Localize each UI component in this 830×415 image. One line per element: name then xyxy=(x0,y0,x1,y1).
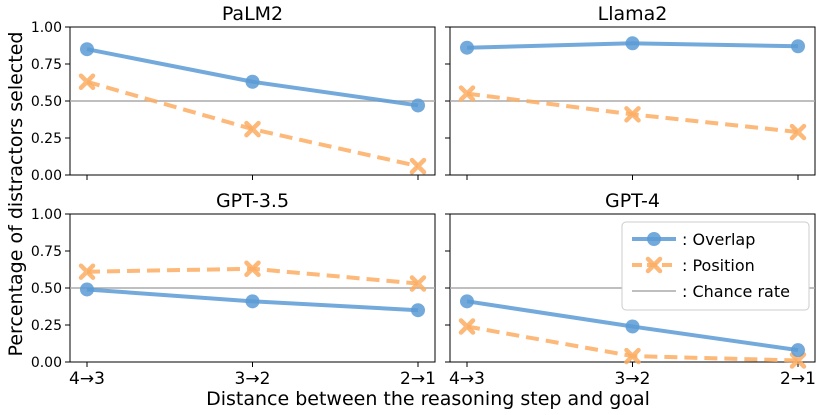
x-axis-label: Distance between the reasoning step and … xyxy=(206,388,650,410)
x-tick-label: 2→1 xyxy=(400,369,436,389)
legend-box xyxy=(621,221,810,311)
y-tick-label: 0.75 xyxy=(31,244,62,260)
legend-overlap-marker xyxy=(647,232,661,246)
position-point xyxy=(458,85,476,102)
y-tick-label: 0.25 xyxy=(31,131,62,147)
position-point xyxy=(624,347,641,365)
panel-gpt-3-5: GPT-3.5 0.00 0.25 0.50 0.75 1.00 4→3 3→2 2→1 xyxy=(31,190,436,389)
y-tick-label: 0.00 xyxy=(31,168,62,184)
x-tick-label: 4→3 xyxy=(69,369,105,389)
overlap-point xyxy=(625,36,640,51)
y-tick-label: 1.00 xyxy=(31,207,62,223)
y-tick-label: 0.75 xyxy=(31,57,62,73)
panel-title: PaLM2 xyxy=(222,3,283,25)
overlap-point xyxy=(791,39,805,54)
x-tick-label: 2→1 xyxy=(780,369,816,389)
overlap-point xyxy=(460,294,474,309)
x-tick-label: 4→3 xyxy=(449,369,485,389)
position-point xyxy=(78,73,96,91)
panel-llama2: Llama2 xyxy=(445,3,816,180)
y-tick-label: 0.50 xyxy=(31,281,62,297)
position-point xyxy=(244,120,261,138)
legend-label-position: : Position xyxy=(682,256,755,275)
overlap-point xyxy=(411,303,425,318)
overlap-point xyxy=(245,74,260,89)
legend: : Overlap : Position : Chance rate xyxy=(621,221,810,311)
panel-title: GPT-3.5 xyxy=(216,190,289,212)
panel-palm2: PaLM2 0.00 0.25 0.50 0.75 1.00 xyxy=(31,3,436,184)
panel-title: Llama2 xyxy=(598,3,668,25)
overlap-point xyxy=(625,319,640,334)
overlap-point xyxy=(80,42,94,57)
overlap-point xyxy=(80,282,94,297)
position-point xyxy=(78,263,96,280)
legend-position-marker xyxy=(645,256,663,274)
overlap-point xyxy=(791,343,805,358)
y-axis-label: Percentage of distractors selected xyxy=(5,32,27,357)
x-tick-label: 3→2 xyxy=(615,369,651,389)
panel-title: GPT-4 xyxy=(605,190,660,212)
overlap-point xyxy=(460,40,474,55)
x-tick-label: 3→2 xyxy=(235,369,271,389)
position-point xyxy=(409,275,427,292)
overlap-point xyxy=(411,98,425,113)
y-tick-label: 1.00 xyxy=(31,20,62,36)
y-tick-label: 0.00 xyxy=(31,355,62,371)
position-series-line xyxy=(86,79,419,169)
position-point xyxy=(409,157,427,175)
position-point xyxy=(458,318,476,335)
legend-label-chance: : Chance rate xyxy=(682,282,790,301)
position-point xyxy=(789,352,807,369)
y-tick-label: 0.25 xyxy=(31,318,62,334)
y-tick-label: 0.50 xyxy=(31,94,62,110)
overlap-point xyxy=(245,294,260,309)
position-point xyxy=(789,123,807,141)
panel-gpt-4: GPT-4 4→3 3→2 2→1 xyxy=(445,190,816,389)
position-point xyxy=(624,106,641,123)
position-point xyxy=(244,260,261,278)
legend-label-overlap: : Overlap xyxy=(682,230,755,249)
